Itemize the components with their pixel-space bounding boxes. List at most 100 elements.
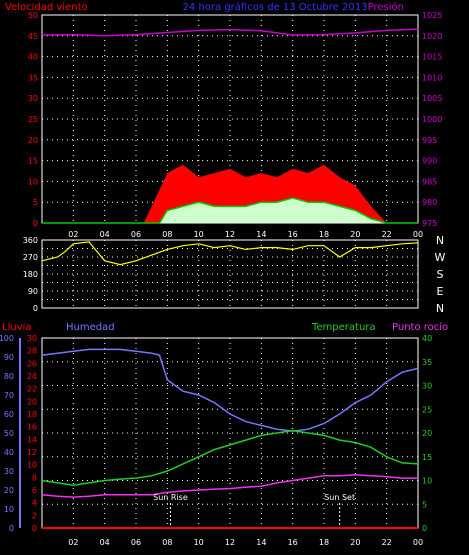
hour-tick-label: 08 bbox=[162, 538, 172, 547]
hour-tick-label: 12 bbox=[225, 230, 235, 239]
rain-tick-label: 14 bbox=[27, 435, 37, 444]
direction-tick-label: 90 bbox=[28, 287, 38, 296]
temperature-tick-label: 30 bbox=[422, 382, 432, 391]
tick-labels: 0510152025303540455097598098599099510001… bbox=[0, 11, 446, 547]
pressure-line bbox=[41, 28, 419, 37]
hour-tick-label: 02 bbox=[68, 538, 78, 547]
hour-tick-label: 16 bbox=[288, 230, 298, 239]
wind-average-area bbox=[42, 198, 418, 223]
temperature-tick-label: 25 bbox=[422, 405, 432, 414]
pressure-tick-label: 1020 bbox=[422, 32, 442, 41]
humidity-tick-label: 100 bbox=[0, 334, 14, 343]
hour-tick-label: 00 bbox=[413, 538, 423, 547]
rain-tick-label: 0 bbox=[32, 524, 37, 533]
hour-tick-label: 16 bbox=[288, 538, 298, 547]
pressure-tick-label: 1000 bbox=[422, 115, 442, 124]
pressure-tick-label: 1025 bbox=[422, 11, 442, 20]
hour-tick-label: 14 bbox=[256, 230, 266, 239]
pressure-tick-label: 1010 bbox=[422, 73, 442, 82]
direction-tick-label: 0 bbox=[33, 304, 38, 313]
rain-tick-label: 30 bbox=[27, 334, 37, 343]
pressure-tick-label: 995 bbox=[422, 136, 437, 145]
rain-tick-label: 18 bbox=[27, 410, 37, 419]
humidity-tick-label: 30 bbox=[4, 467, 14, 476]
hour-tick-label: 18 bbox=[319, 230, 329, 239]
wind-speed-tick-label: 15 bbox=[28, 157, 38, 166]
chart-title: 24 hora gráficos de 13 Octubre 2013 bbox=[183, 1, 368, 13]
wind-direction-line bbox=[41, 241, 419, 266]
humidity-tick-label: 50 bbox=[4, 429, 14, 438]
rain-axis-title: Lluvia bbox=[2, 322, 32, 333]
hour-tick-label: 10 bbox=[194, 230, 204, 239]
temperature-tick-label: 0 bbox=[422, 524, 427, 533]
sun-rise-label: Sun Rise bbox=[153, 493, 188, 502]
pressure-tick-label: 990 bbox=[422, 157, 437, 166]
humidity-tick-label: 60 bbox=[4, 410, 14, 419]
pressure-tick-label: 980 bbox=[422, 198, 437, 207]
pressure-axis-title: Presión bbox=[368, 1, 404, 13]
compass-label: N bbox=[436, 234, 444, 247]
wind-speed-tick-label: 5 bbox=[33, 198, 38, 207]
humidity-tick-label: 90 bbox=[4, 353, 14, 362]
dewpoint-line bbox=[41, 474, 418, 498]
humidity-tick-label: 0 bbox=[9, 524, 14, 533]
direction-tick-label: 180 bbox=[23, 270, 38, 279]
direction-tick-label: 270 bbox=[23, 253, 38, 262]
rain-tick-label: 12 bbox=[27, 448, 37, 457]
rain-tick-label: 4 bbox=[32, 499, 37, 508]
humidity-line bbox=[41, 348, 419, 432]
wind-speed-tick-label: 10 bbox=[28, 177, 38, 186]
wind-speed-axis-title: Velocidad viento bbox=[5, 2, 88, 13]
rain-tick-label: 2 bbox=[32, 511, 37, 520]
rain-tick-label: 16 bbox=[27, 423, 37, 432]
compass-label: W bbox=[435, 251, 446, 264]
temperature-tick-label: 5 bbox=[422, 500, 427, 509]
hour-tick-label: 22 bbox=[382, 538, 392, 547]
hour-tick-label: 08 bbox=[162, 230, 172, 239]
humidity-tick-label: 70 bbox=[4, 391, 14, 400]
hour-tick-label: 22 bbox=[382, 230, 392, 239]
wind-average-line bbox=[42, 197, 418, 224]
humidity-tick-label: 10 bbox=[4, 505, 14, 514]
temperature-tick-label: 40 bbox=[422, 334, 432, 343]
hour-tick-label: 00 bbox=[413, 230, 423, 239]
temperature-tick-label: 35 bbox=[422, 358, 432, 367]
wind-speed-tick-label: 50 bbox=[28, 11, 38, 20]
chart-marks bbox=[41, 28, 419, 529]
rain-tick-label: 10 bbox=[27, 461, 37, 470]
hour-tick-label: 02 bbox=[68, 230, 78, 239]
hour-tick-label: 04 bbox=[100, 230, 110, 239]
hour-tick-label: 20 bbox=[350, 538, 360, 547]
hour-tick-label: 18 bbox=[319, 538, 329, 547]
hour-tick-label: 06 bbox=[131, 538, 141, 547]
wind-speed-tick-label: 45 bbox=[28, 32, 38, 41]
wind-speed-tick-label: 40 bbox=[28, 53, 38, 62]
hour-tick-label: 10 bbox=[194, 538, 204, 547]
rain-tick-label: 26 bbox=[27, 359, 37, 368]
rain-tick-label: 22 bbox=[27, 385, 37, 394]
rain-tick-label: 20 bbox=[27, 397, 37, 406]
humidity-axis-title: Humedad bbox=[66, 322, 115, 333]
direction-tick-label: 360 bbox=[23, 236, 38, 245]
humidity-tick-label: 80 bbox=[4, 372, 14, 381]
humidity-tick-label: 40 bbox=[4, 448, 14, 457]
rain-tick-label: 6 bbox=[32, 486, 37, 495]
wind-speed-tick-label: 0 bbox=[33, 219, 38, 228]
hour-tick-label: 20 bbox=[350, 230, 360, 239]
wind-speed-tick-label: 25 bbox=[28, 115, 38, 124]
compass-label: N bbox=[436, 302, 444, 315]
wind-speed-tick-label: 30 bbox=[28, 94, 38, 103]
sun-set-label: Sun Set bbox=[324, 493, 355, 502]
temperature-axis-title: Temperatura bbox=[311, 322, 376, 333]
wind-speed-tick-label: 20 bbox=[28, 136, 38, 145]
pressure-tick-label: 1015 bbox=[422, 53, 442, 62]
compass-label: E bbox=[437, 285, 444, 298]
rain-tick-label: 8 bbox=[32, 473, 37, 482]
grid bbox=[19, 14, 418, 529]
humidity-tick-label: 20 bbox=[4, 486, 14, 495]
rain-tick-label: 28 bbox=[27, 347, 37, 356]
hour-tick-label: 14 bbox=[256, 538, 266, 547]
hour-tick-label: 06 bbox=[131, 230, 141, 239]
temperature-line bbox=[41, 429, 419, 487]
